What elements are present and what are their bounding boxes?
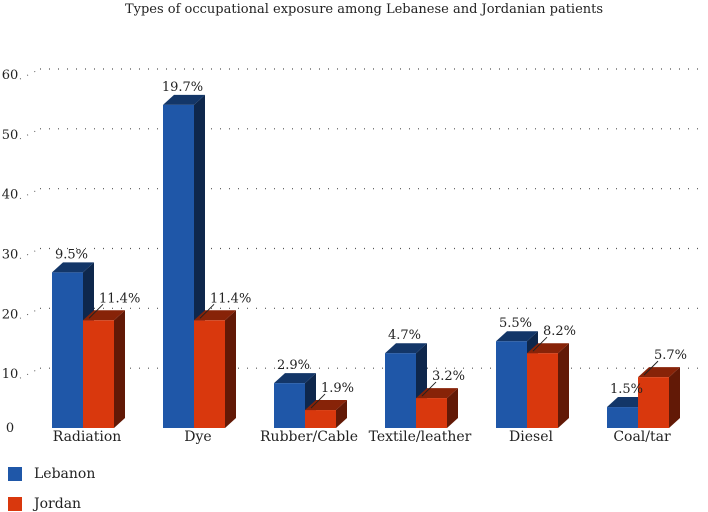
data-label: 1.9%	[321, 381, 354, 396]
bar-front	[274, 383, 305, 428]
bar-side	[669, 367, 680, 428]
gridline-diagonal	[19, 128, 41, 140]
legend-swatch-lebanon	[8, 467, 22, 481]
legend-label-jordan: Jordan	[34, 496, 82, 512]
x-tick-label: Radiation	[53, 429, 122, 445]
y-tick-label: 30	[2, 248, 19, 263]
bar-front	[52, 272, 83, 428]
data-label-leader	[199, 303, 215, 319]
x-tick-label: Diesel	[509, 429, 553, 445]
legend-item-jordan: Jordan	[8, 496, 81, 512]
gridline-diagonal	[19, 248, 41, 259]
data-label: 8.2%	[543, 324, 576, 339]
y-axis: 0 10 20 30 40 50 60	[2, 68, 19, 436]
bar-jordan-radiation	[83, 310, 125, 428]
bar-side	[447, 388, 458, 428]
bar-top	[274, 373, 316, 384]
bar-top	[527, 343, 569, 354]
data-label-leader	[88, 303, 104, 319]
data-label-leader	[310, 393, 326, 409]
bar-top	[638, 367, 680, 378]
x-axis: Radiation Dye Rubber/Cable Textile/leather D…	[53, 429, 671, 445]
data-label: 2.9%	[277, 358, 310, 373]
y-tick-label: 60	[2, 68, 19, 83]
data-label: 5.5%	[499, 316, 532, 331]
y-tick-label: 20	[2, 307, 19, 322]
data-label-leader	[421, 381, 437, 397]
bar-jordan-rubber-cable	[305, 400, 347, 428]
bar-top	[496, 331, 538, 342]
bar-top	[416, 388, 458, 399]
bar-jordan-coal-tar	[638, 367, 680, 428]
bar-front	[638, 377, 669, 428]
data-label: 4.7%	[388, 328, 421, 343]
gridline-diagonal	[19, 307, 41, 319]
data-label: 5.7%	[654, 348, 687, 363]
bar-front	[305, 410, 336, 428]
bar-front	[496, 341, 527, 428]
data-label: 11.4%	[210, 291, 251, 306]
bar-top	[194, 310, 236, 321]
gridline-diagonal	[19, 367, 41, 379]
y-tick-label: 10	[2, 367, 19, 382]
bar-front	[607, 407, 638, 428]
bar-front	[83, 320, 114, 428]
bar-front	[416, 398, 447, 428]
bar-front	[527, 353, 558, 428]
data-label: 3.2%	[432, 369, 465, 384]
bar-side	[336, 400, 347, 428]
x-tick-label: Rubber/Cable	[260, 429, 358, 445]
legend-item-lebanon: Lebanon	[8, 466, 95, 482]
bar-lebanon-dye	[163, 94, 205, 429]
bars	[52, 94, 680, 429]
data-label: 1.5%	[610, 382, 643, 397]
legend-label-lebanon: Lebanon	[34, 466, 96, 482]
y-tick-label: 50	[2, 128, 19, 143]
data-label-leader	[643, 360, 659, 376]
x-tick-label: Dye	[184, 429, 211, 445]
bar-top	[305, 400, 347, 411]
bar-front	[385, 353, 416, 428]
bar-top	[385, 343, 427, 354]
bar-jordan-diesel	[527, 343, 569, 428]
data-label-leader	[532, 336, 548, 352]
x-tick-label: Textile/leather	[369, 429, 472, 445]
bar-jordan-dye	[194, 310, 236, 428]
data-label: 9.5%	[55, 247, 88, 262]
bar-side	[225, 310, 236, 428]
bar-front	[194, 320, 225, 428]
bar-top	[52, 262, 94, 273]
bar-lebanon-textile-leather	[385, 343, 427, 428]
bar-top	[163, 94, 205, 105]
bar-side	[558, 343, 569, 428]
data-labels: 9.5% 11.4% 19.7% 11.4% 2.9% 1.9% 4.7% 3.2% 5.5% 8…	[55, 80, 687, 409]
data-label: 11.4%	[99, 291, 140, 306]
chart-title: Types of occupational exposure among Leb…	[125, 2, 603, 17]
bar-side	[114, 310, 125, 428]
bar-top	[83, 310, 125, 321]
y-tick-label: 0	[6, 421, 14, 436]
x-tick-label: Coal/tar	[613, 429, 671, 445]
gridline-diagonal	[19, 68, 41, 80]
bar-jordan-textile-leather	[416, 388, 458, 428]
bar-front	[163, 104, 194, 429]
data-label: 19.7%	[162, 80, 203, 95]
gridline-diagonal	[19, 188, 41, 200]
y-tick-label: 40	[2, 188, 19, 203]
legend-swatch-jordan	[8, 497, 22, 511]
